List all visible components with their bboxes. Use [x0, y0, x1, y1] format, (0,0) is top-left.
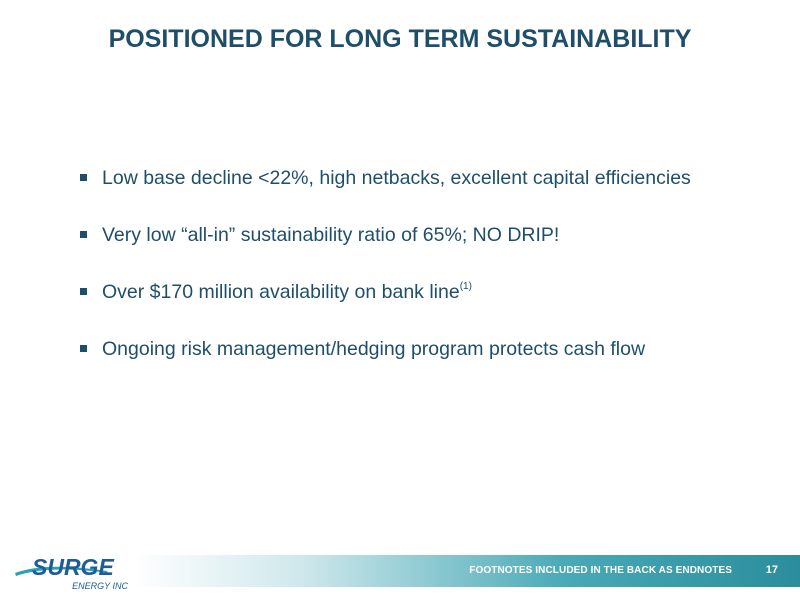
bullet-text: Low base decline <22%, high netbacks, ex… — [102, 167, 691, 189]
logo-graphic: SURGE ENERGY INC — [15, 554, 128, 591]
footnote-note: FOOTNOTES INCLUDED IN THE BACK AS ENDNOT… — [469, 565, 732, 576]
footnote-reference: (1) — [459, 281, 472, 292]
footer-bar: FOOTNOTES INCLUDED IN THE BACK AS ENDNOT… — [134, 555, 800, 587]
square-bullet-icon — [80, 345, 87, 352]
square-bullet-icon — [80, 174, 87, 181]
surge-energy-logo: SURGE ENERGY INC — [12, 550, 134, 594]
bullet-item: Over $170 million availability on bank l… — [80, 280, 720, 304]
logo-subtitle: ENERGY INC — [72, 581, 128, 591]
bullet-item: Very low “all-in” sustainability ratio o… — [80, 223, 720, 247]
bullet-item: Ongoing risk management/hedging program … — [80, 337, 720, 361]
bullet-list: Low base decline <22%, high netbacks, ex… — [80, 166, 720, 361]
bullet-text: Ongoing risk management/hedging program … — [102, 338, 646, 360]
logo-wordmark: SURGE — [32, 554, 114, 580]
bullet-text: Over $170 million availability on bank l… — [102, 281, 460, 303]
square-bullet-icon — [80, 231, 87, 238]
square-bullet-icon — [80, 288, 87, 295]
page-number: 17 — [765, 564, 778, 576]
logo-swoosh — [15, 566, 108, 576]
bullet-item: Low base decline <22%, high netbacks, ex… — [80, 166, 720, 190]
slide-title: POSITIONED FOR LONG TERM SUSTAINABILITY — [108, 25, 692, 53]
bullet-text: Very low “all-in” sustainability ratio o… — [102, 224, 560, 246]
